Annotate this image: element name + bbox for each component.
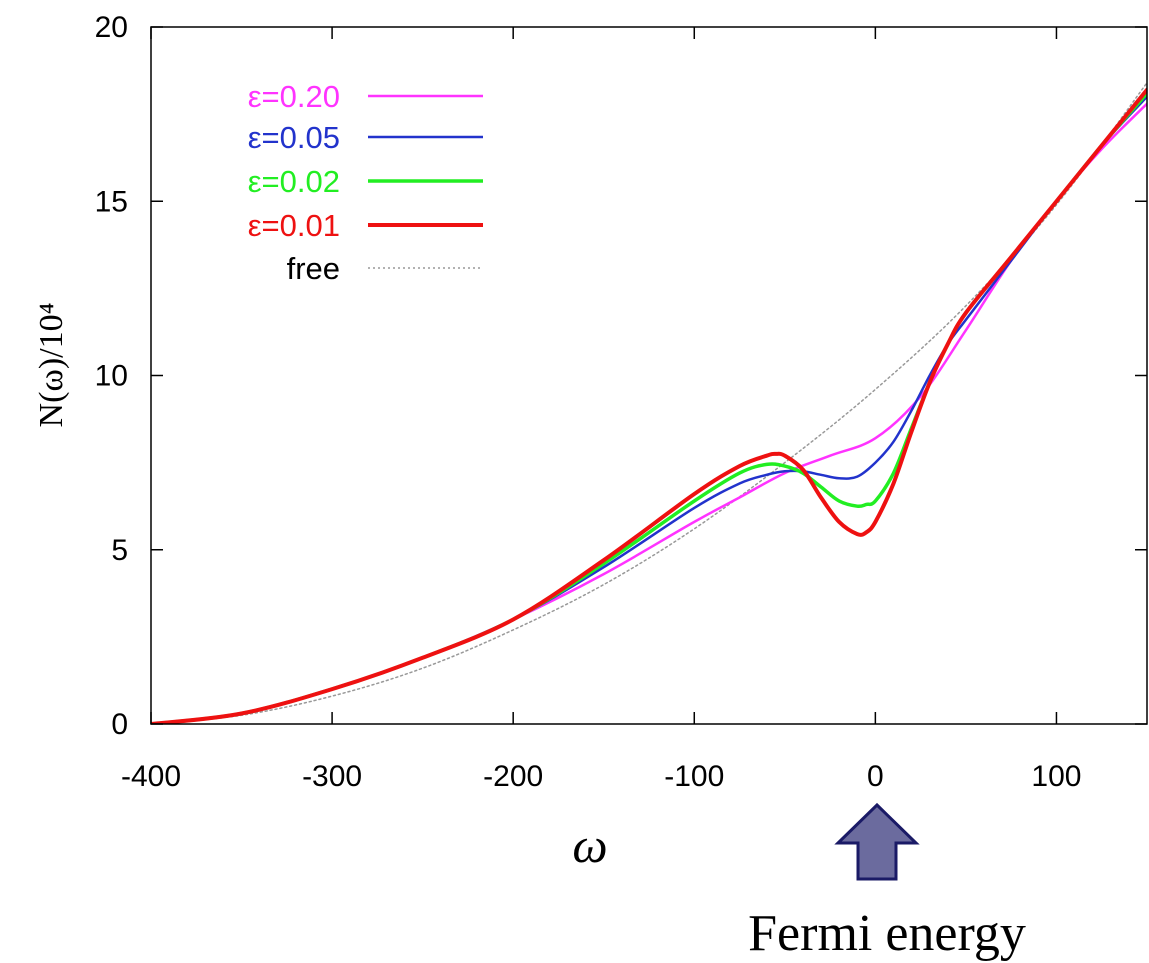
x-tick-label: -400	[121, 760, 181, 793]
y-tick-label: 0	[111, 708, 128, 741]
fermi-energy-arrow	[834, 802, 920, 881]
legend-label: ε=0.20	[248, 79, 340, 114]
legend-label: ε=0.01	[248, 208, 340, 243]
legend-label: ε=0.02	[248, 164, 340, 199]
up-arrow-icon	[834, 802, 920, 881]
y-axis-label: N(ω)/10⁴	[33, 303, 70, 428]
y-tick-label: 5	[111, 534, 128, 567]
y-tick-label: 15	[95, 185, 128, 218]
series-layer	[151, 82, 1147, 724]
legend: ε=0.20 ε=0.05 ε=0.02 ε=0.01 free	[248, 79, 483, 286]
x-tick-label: -200	[483, 760, 543, 793]
y-tick-label: 10	[95, 360, 128, 393]
x-tick-label: 0	[867, 760, 884, 793]
legend-label: free	[287, 251, 340, 286]
x-tick-label: -100	[664, 760, 724, 793]
fermi-energy-label: Fermi energy	[748, 905, 1026, 962]
y-axis-title: N(ω)/10⁴	[33, 303, 70, 428]
x-axis-title: ω	[572, 817, 607, 873]
series-line-3	[151, 87, 1147, 724]
x-tick-label: 100	[1031, 760, 1081, 793]
y-tick-label: 20	[95, 11, 128, 44]
legend-label: ε=0.05	[248, 120, 340, 155]
x-tick-label: -300	[302, 760, 362, 793]
axis-ticks: -400 -300 -200 -100 0 100 0 5 10 15 20	[95, 11, 1147, 793]
